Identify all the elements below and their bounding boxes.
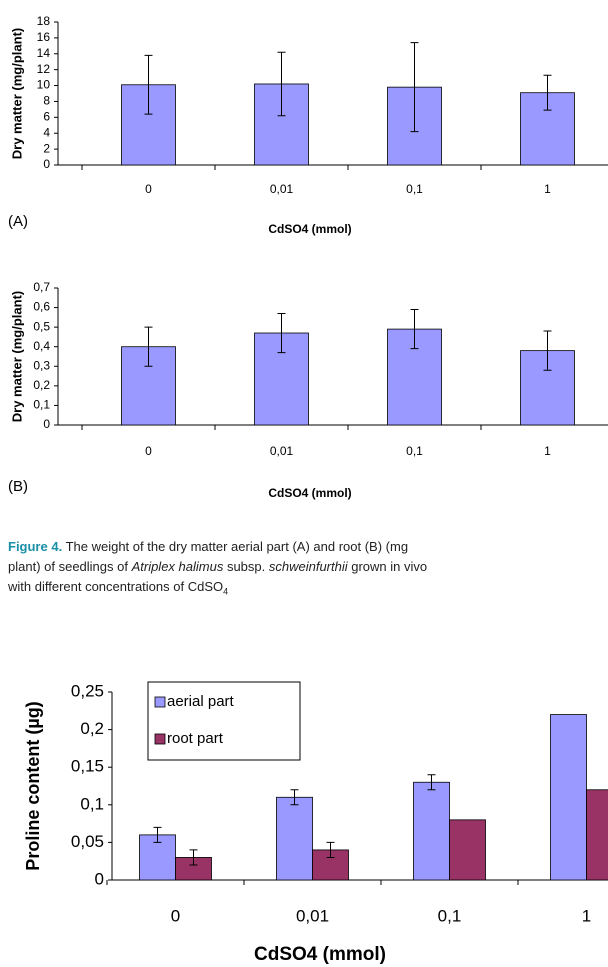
y-tick-label: 0,3 [33,358,50,372]
y-tick-label: 0,2 [33,378,50,392]
y-tick-label: 0,5 [33,319,50,333]
error-bar [410,42,419,133]
x-tick-label: 1 [544,182,551,196]
legend-swatch [154,696,166,708]
legend-label: root part [167,730,224,747]
error-bar [427,774,436,791]
y-tick-label: 10 [37,78,51,92]
y-tick-label: 0,1 [33,398,50,412]
error-bar [277,51,286,117]
error-bar [543,330,552,371]
y-tick-label: 12 [37,62,51,76]
x-tick-label: 0,01 [270,444,294,458]
caption-line: plant) of seedlings of Atriplex halimus … [8,557,608,577]
y-tick-label: 6 [43,110,50,124]
error-bar [543,74,552,111]
bar [586,789,608,881]
caption: Figure 4. The weight of the dry matter a… [8,537,608,602]
y-axis-label: Dry matter (mg/plant) [9,291,24,422]
legend-box [147,681,301,761]
caption-text: schweinfurthii [268,559,348,574]
x-tick-label: 1 [544,444,551,458]
error-bar [144,54,153,115]
caption-text: subsp. [223,559,269,574]
caption-text: plant) of seedlings of [8,559,132,574]
figure-label: Figure 4. [8,539,63,554]
error-bar [410,309,419,350]
caption-text: grown in vivo [347,559,428,574]
error-bar [144,326,153,367]
y-tick-label: 0 [43,157,50,171]
x-tick-label: 0,1 [406,444,423,458]
x-tick-label: 0 [171,906,180,925]
x-tick-label: 0,01 [296,906,329,925]
caption-text: Atriplex halimus [131,559,224,574]
caption-line: Figure 4. The weight of the dry matter a… [8,537,608,557]
x-tick-label: 0,01 [270,182,294,196]
caption-text: The weight of the dry matter aerial part… [65,539,409,554]
x-tick-label: 0 [145,444,152,458]
bar [550,714,587,881]
y-tick-label: 0,4 [33,339,50,353]
caption-text: 4 [223,586,229,597]
bar [449,819,486,881]
y-tick-label: 0,2 [80,719,104,738]
y-tick-label: 4 [43,125,50,139]
y-tick-label: 8 [43,94,50,108]
y-tick-label: 0 [43,417,50,431]
legend-swatch [154,733,166,745]
y-tick-label: 0 [95,869,104,888]
y-tick-label: 0,05 [71,832,104,851]
x-tick-label: 0,1 [438,906,462,925]
error-bar [290,789,299,806]
bar [413,781,450,881]
error-bar [189,849,198,866]
x-axis-label: CdSO4 (mmol) [268,222,351,236]
y-tick-label: 0,7 [33,280,50,294]
x-tick-label: 0 [145,182,152,196]
panel-label: (B) [8,478,28,495]
legend-label: aerial part [167,693,235,710]
y-tick-label: 2 [43,141,50,155]
y-axis-label: Proline content (µg) [23,701,43,870]
y-axis-label: Dry matter (mg/plant) [9,28,24,159]
y-tick-label: 0,25 [71,681,104,700]
x-tick-label: 0,1 [406,182,423,196]
y-tick-label: 18 [37,14,51,28]
y-tick-label: 14 [37,46,51,60]
caption-text: with different concentrations of CdSO [8,579,224,594]
error-bar [277,312,286,354]
x-axis-label: CdSO4 (mmol) [254,944,386,965]
x-axis-label: CdSO4 (mmol) [268,486,351,500]
y-tick-label: 0,15 [71,757,104,776]
y-tick-label: 0,1 [80,794,104,813]
y-tick-label: 16 [37,30,51,44]
x-tick-label: 1 [582,906,591,925]
error-bar [326,841,335,858]
caption-line: with different concentrations of CdSO4 [8,577,608,602]
error-bar [153,826,162,843]
bar [276,796,313,881]
panel-label: (A) [8,213,28,230]
y-tick-label: 0,6 [33,300,50,314]
